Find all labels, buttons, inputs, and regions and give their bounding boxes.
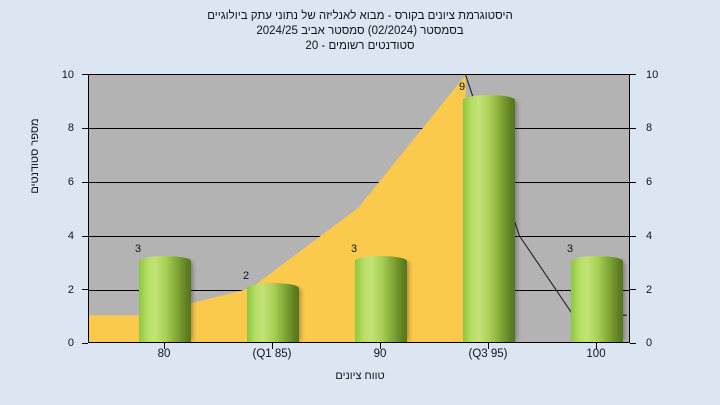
y-tick-label-right-10: 10 bbox=[646, 69, 659, 81]
bar-90-body bbox=[355, 261, 407, 342]
x-tick-mark-95 bbox=[488, 343, 489, 349]
x-tick-label-95: (Q3 95) bbox=[468, 348, 508, 360]
chart-title: היסטוגרמת ציונים בקורס - מבוא לאנליזה של… bbox=[0, 9, 720, 54]
x-tick-label-85: (Q1 85) bbox=[252, 348, 292, 360]
bar-100-body bbox=[571, 261, 623, 342]
bar-85-body bbox=[247, 288, 299, 342]
bar-90-cap bbox=[355, 256, 407, 267]
y-tick-mark-left-10 bbox=[82, 74, 88, 75]
x-tick-label-80: 80 bbox=[157, 348, 171, 360]
y-tick-label-left-6: 6 bbox=[67, 176, 74, 188]
gridline-8 bbox=[89, 128, 629, 129]
bar-label-90: 3 bbox=[350, 243, 358, 255]
bar-100-cap bbox=[571, 256, 623, 267]
chart-title-line-3: סטודנטים רשומים - 20 bbox=[305, 40, 415, 52]
bar-85-cap bbox=[247, 283, 299, 294]
y-tick-label-left-10: 10 bbox=[61, 69, 74, 81]
y-tick-label-right-4: 4 bbox=[646, 230, 653, 242]
chart-title-line-2: בסמסטר (02/2024) סמסטר אביב 2024/25 bbox=[256, 25, 464, 37]
bar-label-85: 2 bbox=[242, 270, 250, 282]
y-tick-mark-right-10 bbox=[630, 74, 636, 75]
bar-100[interactable] bbox=[571, 256, 623, 342]
y-tick-label-left-8: 8 bbox=[67, 122, 74, 134]
bar-80[interactable] bbox=[139, 256, 191, 342]
y-tick-mark-left-2 bbox=[82, 289, 88, 290]
y-tick-mark-right-0 bbox=[630, 343, 636, 344]
x-tick-mark-100 bbox=[596, 343, 597, 349]
y-tick-mark-left-0 bbox=[82, 343, 88, 344]
y-tick-label-left-0: 0 bbox=[67, 337, 74, 349]
y-tick-mark-left-8 bbox=[82, 128, 88, 129]
y-tick-mark-right-4 bbox=[630, 236, 636, 237]
bar-95-cap bbox=[463, 94, 515, 105]
plot-area bbox=[88, 74, 630, 343]
bar-95-body bbox=[463, 99, 515, 342]
y-tick-mark-left-6 bbox=[82, 182, 88, 183]
x-tick-label-90: 90 bbox=[373, 348, 387, 360]
x-axis-title: טווח ציונים bbox=[335, 370, 385, 382]
y-tick-label-right-2: 2 bbox=[646, 284, 653, 296]
y-tick-label-right-6: 6 bbox=[646, 176, 653, 188]
y-tick-mark-left-4 bbox=[82, 236, 88, 237]
x-tick-label-100: 100 bbox=[586, 348, 606, 360]
bar-95[interactable] bbox=[463, 94, 515, 342]
y-tick-label-right-8: 8 bbox=[646, 122, 653, 134]
y-tick-mark-right-2 bbox=[630, 289, 636, 290]
bar-label-100: 3 bbox=[566, 243, 574, 255]
y-tick-mark-right-6 bbox=[630, 182, 636, 183]
bar-90[interactable] bbox=[355, 256, 407, 342]
x-tick-mark-85 bbox=[272, 343, 273, 349]
bar-80-cap bbox=[139, 256, 191, 267]
x-tick-mark-80 bbox=[164, 343, 165, 349]
gridline-6 bbox=[89, 182, 629, 183]
y-tick-mark-right-8 bbox=[630, 128, 636, 129]
bar-85[interactable] bbox=[247, 283, 299, 342]
x-tick-mark-90 bbox=[380, 343, 381, 349]
y-tick-label-left-2: 2 bbox=[67, 284, 74, 296]
bar-label-80: 3 bbox=[134, 243, 142, 255]
chart-title-line-1: היסטוגרמת ציונים בקורס - מבוא לאנליזה של… bbox=[207, 10, 513, 22]
y-tick-label-right-0: 0 bbox=[646, 337, 653, 349]
gridline-4 bbox=[89, 236, 629, 237]
bar-label-95: 9 bbox=[458, 81, 466, 93]
y-axis-title: מספר סטודנטים bbox=[29, 118, 41, 194]
y-tick-label-left-4: 4 bbox=[67, 230, 74, 242]
bar-80-body bbox=[139, 261, 191, 342]
